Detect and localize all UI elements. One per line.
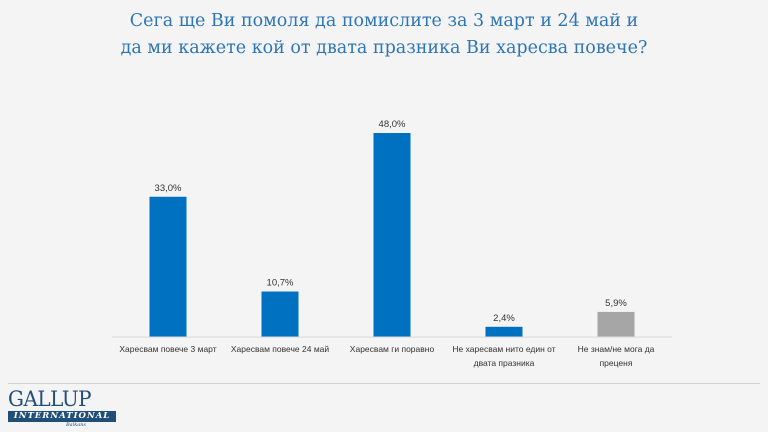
category-label: двата празника <box>474 358 535 368</box>
bar <box>149 196 187 337</box>
bar <box>261 291 299 337</box>
category-label: Харесвам повече 24 май <box>231 344 330 354</box>
category-label: преценя <box>600 358 633 368</box>
footer-divider <box>8 383 760 384</box>
data-label: 48,0% <box>379 119 406 130</box>
category-label: Не знам/не мога да <box>578 344 655 354</box>
data-label: 33,0% <box>155 183 182 194</box>
logo-main-text: GALLUP <box>8 387 92 411</box>
bar <box>373 133 411 337</box>
logo-band-text: INTERNATIONAL <box>8 411 116 422</box>
category-label: Харесвам ги поравно <box>350 344 435 354</box>
gallup-logo: GALLUP INTERNATIONAL Balkans <box>8 388 116 428</box>
title-line-2: да ми кажете кой от двата празника Ви ха… <box>120 38 648 58</box>
data-label: 5,9% <box>605 298 627 309</box>
logo-sub-text: Balkans <box>65 422 86 428</box>
bar <box>485 326 523 337</box>
bar <box>597 311 635 337</box>
chart-title: Сега ще Ви помоля да помислите за 3 март… <box>0 8 768 62</box>
category-label: Не харесвам нито един от <box>452 344 555 354</box>
data-label: 10,7% <box>267 278 294 289</box>
category-label: Харесвам повече 3 март <box>119 344 216 354</box>
data-label: 2,4% <box>493 313 515 324</box>
title-line-1: Сега ще Ви помоля да помислите за 3 март… <box>129 11 639 31</box>
